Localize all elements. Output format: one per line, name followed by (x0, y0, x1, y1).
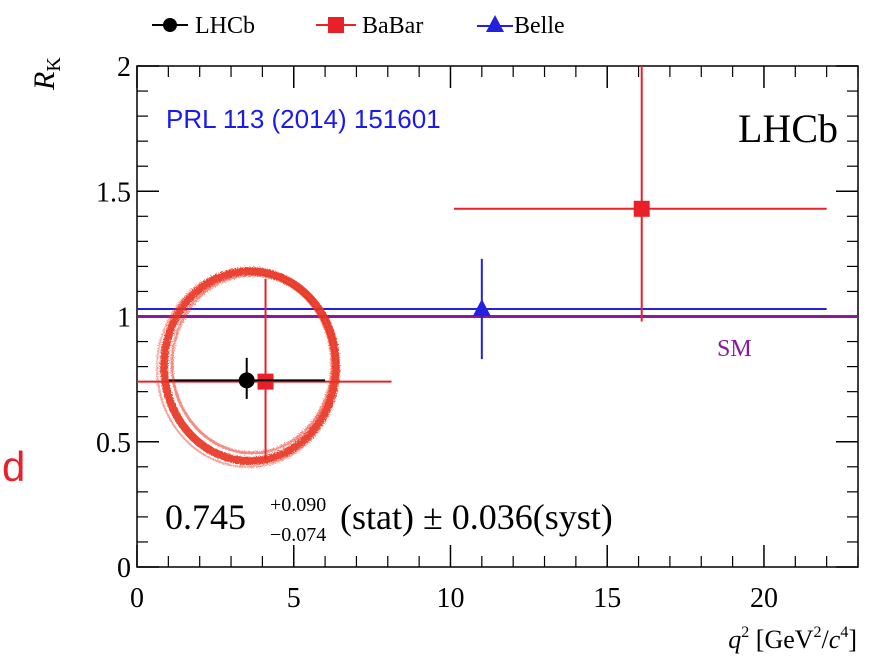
y-tick-label: 0 (117, 553, 131, 584)
legend-babar-marker (328, 17, 344, 33)
legend-babar-label: BaBar (362, 13, 423, 39)
legend-lhcb-label: LHCb (195, 13, 255, 39)
x-tick-label: 10 (436, 583, 464, 614)
point-babar (137, 278, 392, 460)
svg-text:RK: RK (28, 57, 65, 91)
marker-triangle (472, 298, 491, 316)
highlight-circle (156, 267, 340, 468)
point-lhcb (168, 357, 326, 399)
legend-belle-marker (486, 15, 504, 32)
x-axis-title: q2 [GeV2/c4] (728, 624, 857, 654)
result-value: 0.745 (165, 497, 246, 537)
marker-square (633, 200, 650, 217)
marker-square (257, 373, 274, 390)
result-uncertainty-up: +0.090 (270, 494, 326, 516)
legend: LHCb BaBar Belle (152, 13, 565, 39)
result-stat-syst: (stat) ± 0.036(syst) (340, 497, 613, 537)
point-babar (453, 66, 827, 322)
experiment-label: LHCb (738, 106, 838, 151)
x-tick-label: 20 (750, 583, 778, 614)
y-axis-title: RK (28, 57, 65, 91)
legend-lhcb-marker (163, 18, 177, 32)
y-axis-title-main: R (28, 72, 61, 91)
axis-tick-labels: 0 5 10 15 20 0 0.5 1 1.5 2 (96, 52, 778, 614)
y-tick-label: 1.5 (96, 177, 131, 208)
axis-ticks (136, 65, 859, 568)
marker-circle (238, 372, 255, 389)
x-tick-label: 5 (287, 583, 301, 614)
point-belle (137, 258, 827, 360)
y-tick-label: 0.5 (96, 428, 131, 459)
y-axis-title-sub: K (43, 57, 65, 72)
reference-citation: PRL 113 (2014) 151601 (166, 104, 441, 134)
legend-belle-label: Belle (514, 13, 565, 39)
y-tick-label: 1 (117, 303, 131, 334)
sm-label: SM (717, 336, 752, 362)
side-letter: d (2, 443, 25, 490)
x-tick-label: 0 (130, 583, 144, 614)
result-uncertainty-down: −0.074 (270, 524, 326, 546)
y-tick-label: 2 (117, 52, 131, 83)
x-tick-label: 15 (593, 583, 621, 614)
data-points (137, 66, 827, 460)
